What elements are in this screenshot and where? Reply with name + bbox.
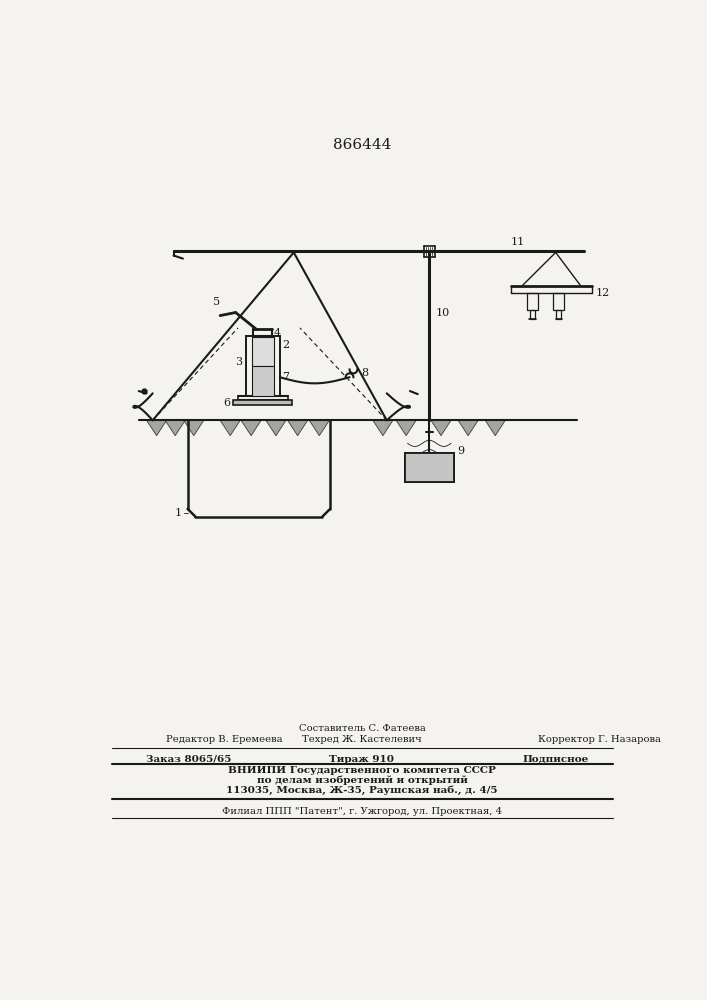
Polygon shape xyxy=(220,420,240,436)
Polygon shape xyxy=(241,420,261,436)
Text: 113035, Москва, Ж-35, Раушская наб., д. 4/5: 113035, Москва, Ж-35, Раушская наб., д. … xyxy=(226,786,498,795)
Text: 866444: 866444 xyxy=(333,138,391,152)
Bar xyxy=(246,336,280,396)
Bar xyxy=(233,400,292,405)
Text: Подписное: Подписное xyxy=(522,755,589,764)
Text: ВНИИПИ Государственного комитета СССР: ВНИИПИ Государственного комитета СССР xyxy=(228,766,496,775)
Polygon shape xyxy=(396,420,416,436)
Text: Техред Ж. Кастелевич: Техред Ж. Кастелевич xyxy=(302,735,422,744)
Text: 6: 6 xyxy=(223,398,230,408)
Text: 3: 3 xyxy=(235,357,242,367)
Bar xyxy=(252,366,274,396)
Polygon shape xyxy=(146,420,167,436)
Text: 12: 12 xyxy=(596,288,610,298)
Bar xyxy=(252,337,274,366)
Text: 11: 11 xyxy=(510,237,525,247)
Text: Филиал ППП "Патент", г. Ужгород, ул. Проектная, 4: Филиал ППП "Патент", г. Ужгород, ул. Про… xyxy=(222,807,502,816)
Text: Составитель С. Фатеева: Составитель С. Фатеева xyxy=(298,724,426,733)
Bar xyxy=(527,293,538,310)
Text: Заказ 8065/65: Заказ 8065/65 xyxy=(146,755,232,764)
Bar xyxy=(554,293,564,310)
Text: 1: 1 xyxy=(174,508,182,518)
Polygon shape xyxy=(485,420,506,436)
Bar xyxy=(404,453,454,482)
Text: 5: 5 xyxy=(213,297,220,307)
Bar xyxy=(404,453,454,482)
Polygon shape xyxy=(373,420,393,436)
Text: 7: 7 xyxy=(282,372,289,382)
Text: 9: 9 xyxy=(457,446,464,456)
Polygon shape xyxy=(165,420,185,436)
Text: Редактор В. Еремеева: Редактор В. Еремеева xyxy=(166,735,283,744)
Bar xyxy=(530,310,534,319)
Polygon shape xyxy=(458,420,478,436)
Polygon shape xyxy=(184,420,204,436)
Text: 2: 2 xyxy=(282,340,289,350)
Text: Тираж 910: Тираж 910 xyxy=(329,755,395,764)
Polygon shape xyxy=(266,420,286,436)
Text: 10: 10 xyxy=(436,308,450,318)
Text: 4: 4 xyxy=(274,328,281,338)
Bar xyxy=(556,310,561,319)
Text: по делам изобретений и открытий: по делам изобретений и открытий xyxy=(257,776,467,785)
Text: 8: 8 xyxy=(361,368,368,378)
Polygon shape xyxy=(288,420,308,436)
Polygon shape xyxy=(431,420,451,436)
Text: Корректор Г. Назарова: Корректор Г. Назарова xyxy=(538,735,661,744)
Polygon shape xyxy=(309,420,329,436)
